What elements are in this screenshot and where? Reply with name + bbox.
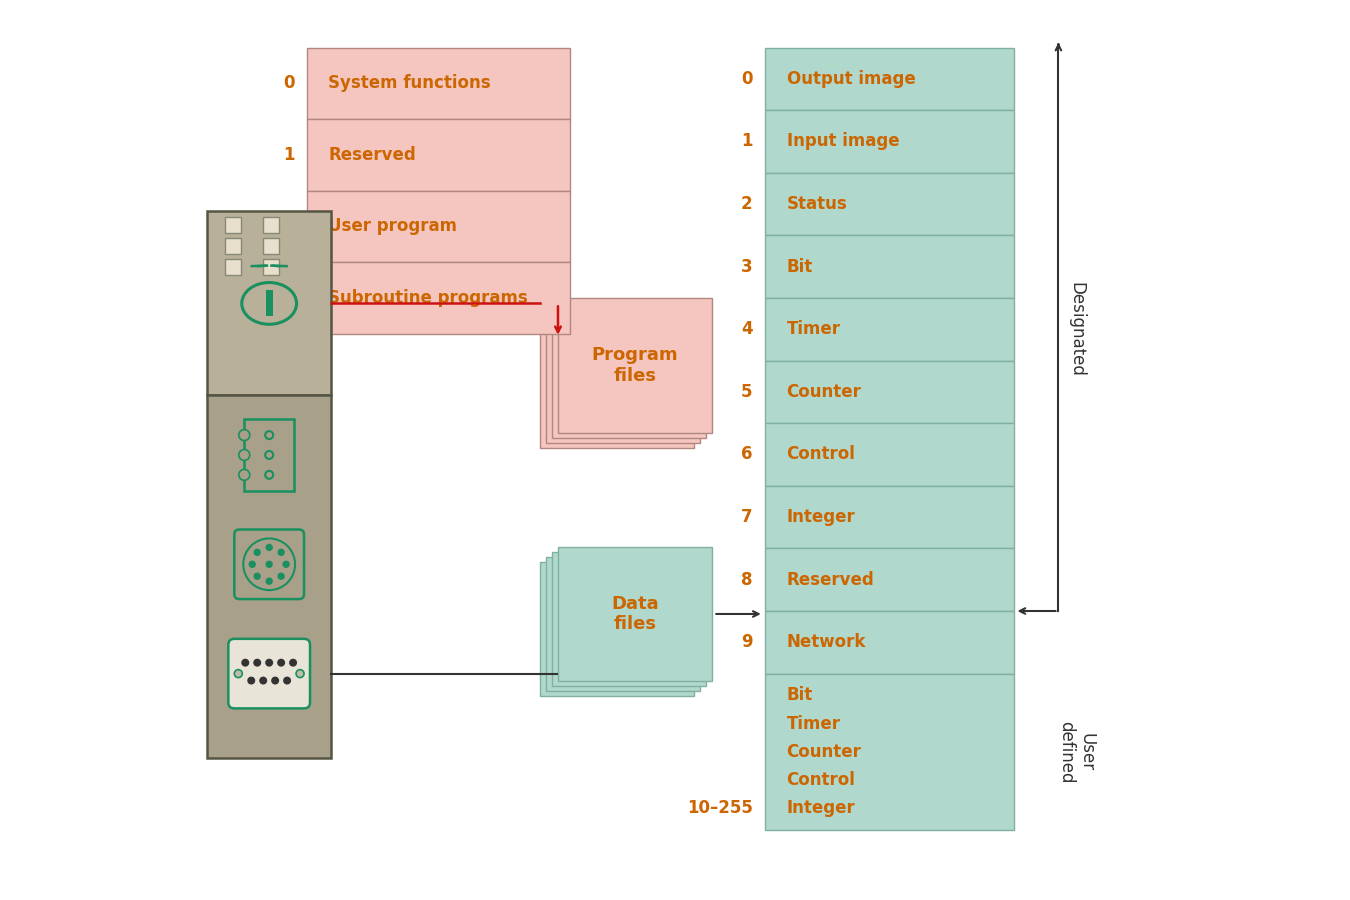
Circle shape bbox=[239, 470, 250, 481]
Circle shape bbox=[248, 678, 255, 684]
FancyBboxPatch shape bbox=[306, 191, 571, 262]
Circle shape bbox=[266, 544, 273, 551]
Text: 3: 3 bbox=[741, 257, 753, 275]
Text: 0: 0 bbox=[284, 75, 294, 93]
Text: 10–255: 10–255 bbox=[687, 799, 753, 817]
Text: Subroutine programs: Subroutine programs bbox=[328, 289, 528, 307]
FancyBboxPatch shape bbox=[764, 673, 1014, 830]
FancyBboxPatch shape bbox=[225, 218, 240, 233]
Text: Control: Control bbox=[787, 771, 856, 789]
Circle shape bbox=[266, 562, 273, 567]
Text: Reserved: Reserved bbox=[328, 146, 416, 164]
Text: Status: Status bbox=[787, 195, 848, 213]
Text: 3–255: 3–255 bbox=[240, 289, 294, 307]
FancyBboxPatch shape bbox=[266, 291, 273, 316]
Text: 2: 2 bbox=[741, 195, 753, 213]
Text: 0: 0 bbox=[741, 70, 753, 88]
FancyBboxPatch shape bbox=[263, 238, 278, 254]
FancyBboxPatch shape bbox=[540, 313, 694, 447]
FancyBboxPatch shape bbox=[263, 218, 278, 233]
Text: 9: 9 bbox=[741, 634, 753, 652]
FancyBboxPatch shape bbox=[764, 235, 1014, 298]
Text: 2: 2 bbox=[284, 218, 294, 236]
Text: Designated: Designated bbox=[1068, 282, 1085, 377]
Text: Control: Control bbox=[787, 446, 856, 464]
FancyBboxPatch shape bbox=[306, 119, 571, 191]
Circle shape bbox=[261, 678, 266, 684]
Circle shape bbox=[296, 670, 304, 678]
Circle shape bbox=[242, 660, 248, 666]
FancyBboxPatch shape bbox=[558, 299, 713, 433]
Text: User
defined: User defined bbox=[1057, 721, 1096, 783]
Circle shape bbox=[290, 660, 297, 666]
FancyBboxPatch shape bbox=[764, 298, 1014, 361]
Text: Output image: Output image bbox=[787, 70, 915, 88]
Text: Data
files: Data files bbox=[612, 595, 659, 634]
Text: 7: 7 bbox=[741, 508, 753, 526]
FancyBboxPatch shape bbox=[540, 562, 694, 696]
FancyBboxPatch shape bbox=[764, 361, 1014, 423]
Text: Counter: Counter bbox=[787, 742, 861, 760]
FancyBboxPatch shape bbox=[552, 552, 706, 686]
Text: Timer: Timer bbox=[787, 715, 841, 733]
FancyBboxPatch shape bbox=[263, 259, 278, 275]
Text: 4: 4 bbox=[741, 320, 753, 338]
FancyBboxPatch shape bbox=[764, 423, 1014, 486]
Text: 1: 1 bbox=[741, 132, 753, 150]
Text: Program
files: Program files bbox=[591, 346, 679, 385]
Circle shape bbox=[278, 573, 283, 580]
Circle shape bbox=[284, 678, 290, 684]
Circle shape bbox=[266, 660, 273, 666]
FancyBboxPatch shape bbox=[545, 309, 701, 443]
FancyBboxPatch shape bbox=[764, 611, 1014, 673]
FancyBboxPatch shape bbox=[764, 548, 1014, 611]
Text: System functions: System functions bbox=[328, 75, 491, 93]
Circle shape bbox=[278, 549, 283, 555]
Circle shape bbox=[284, 562, 289, 567]
Circle shape bbox=[266, 578, 273, 584]
Text: 1: 1 bbox=[284, 146, 294, 164]
Circle shape bbox=[239, 449, 250, 461]
Text: Reserved: Reserved bbox=[787, 571, 875, 589]
Circle shape bbox=[254, 573, 261, 580]
Circle shape bbox=[271, 678, 278, 684]
Ellipse shape bbox=[242, 283, 297, 324]
FancyBboxPatch shape bbox=[207, 395, 331, 758]
FancyBboxPatch shape bbox=[225, 238, 240, 254]
Circle shape bbox=[254, 660, 261, 666]
Circle shape bbox=[250, 562, 255, 567]
FancyBboxPatch shape bbox=[558, 547, 713, 681]
FancyBboxPatch shape bbox=[306, 262, 571, 334]
Text: Bit: Bit bbox=[787, 687, 813, 705]
Circle shape bbox=[239, 429, 250, 441]
FancyBboxPatch shape bbox=[764, 48, 1014, 110]
Text: User program: User program bbox=[328, 218, 458, 236]
FancyBboxPatch shape bbox=[228, 639, 310, 708]
FancyBboxPatch shape bbox=[764, 173, 1014, 235]
FancyBboxPatch shape bbox=[225, 259, 240, 275]
FancyBboxPatch shape bbox=[764, 110, 1014, 173]
Circle shape bbox=[235, 670, 242, 678]
FancyBboxPatch shape bbox=[764, 486, 1014, 548]
Text: Network: Network bbox=[787, 634, 865, 652]
Circle shape bbox=[278, 660, 285, 666]
Text: Input image: Input image bbox=[787, 132, 899, 150]
FancyBboxPatch shape bbox=[207, 212, 331, 395]
Text: Integer: Integer bbox=[787, 799, 856, 817]
Text: Counter: Counter bbox=[787, 382, 861, 400]
Text: 6: 6 bbox=[741, 446, 753, 464]
Circle shape bbox=[254, 549, 261, 555]
Text: Integer: Integer bbox=[787, 508, 856, 526]
FancyBboxPatch shape bbox=[306, 48, 571, 119]
Text: Bit: Bit bbox=[787, 257, 813, 275]
Text: 8: 8 bbox=[741, 571, 753, 589]
FancyBboxPatch shape bbox=[545, 557, 701, 691]
Text: 5: 5 bbox=[741, 382, 753, 400]
FancyBboxPatch shape bbox=[552, 303, 706, 437]
Text: Timer: Timer bbox=[787, 320, 841, 338]
